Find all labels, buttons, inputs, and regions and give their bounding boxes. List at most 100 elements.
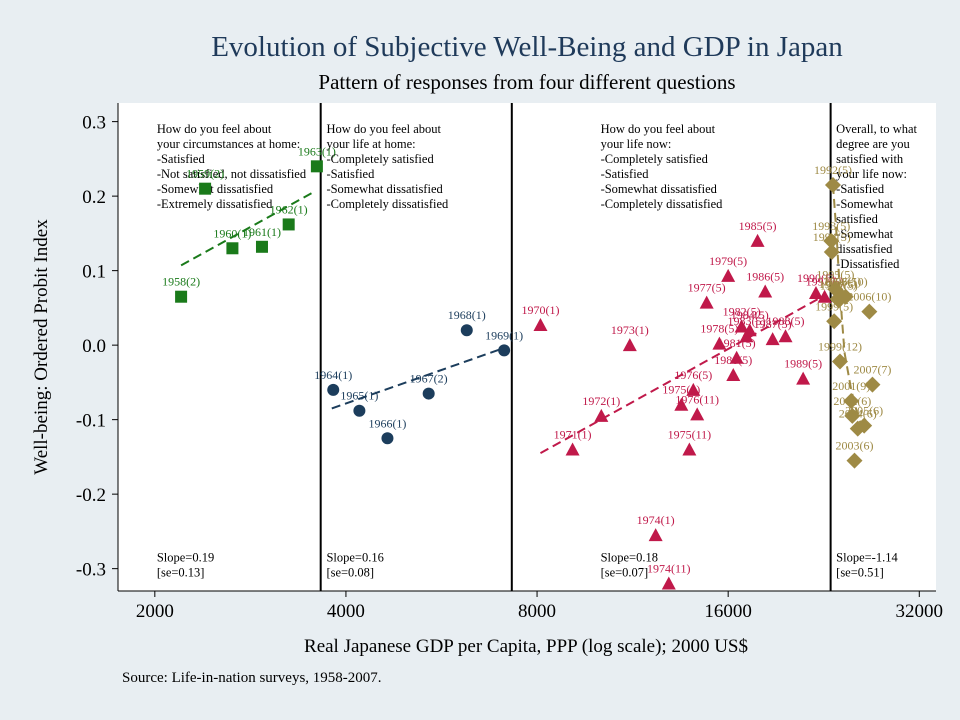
data-point-triangle <box>661 576 676 590</box>
question-text-line: -Completely dissatisfied <box>601 197 724 211</box>
question-text-line: degree are you <box>836 137 910 151</box>
question-text-line: -Somewhat <box>836 227 893 241</box>
data-point-diamond <box>856 417 873 434</box>
question-text-line: satisfied with <box>836 152 904 166</box>
question-text-line: your life at home: <box>326 137 415 151</box>
data-point-square <box>175 290 188 303</box>
data-point-label: 1970(1) <box>521 303 559 317</box>
data-point-label: 1962(1) <box>270 202 308 216</box>
source-note: Source: Life-in-nation surveys, 1958-200… <box>122 670 382 686</box>
x-axis-label: Real Japanese GDP per Capita, PPP (log s… <box>304 636 748 657</box>
data-point-triangle <box>721 268 736 282</box>
data-point-triangle <box>796 371 811 385</box>
question-text-line: -Satisfied <box>836 182 885 196</box>
question-text-line: -Extremely dissatisfied <box>157 197 273 211</box>
data-point-triangle <box>808 285 823 299</box>
data-point-label: 1983(5) <box>728 314 766 328</box>
data-point-label: 1973(1) <box>611 323 649 337</box>
data-point-label: 1993(5) <box>812 219 850 233</box>
data-point-label: 1966(1) <box>368 416 406 430</box>
plot-content: 0.3 0.2 0.1 0.0 -0.1 -0.2 -0.3 2000 4000 8000 1600… <box>76 103 943 622</box>
data-point-circle <box>327 383 340 396</box>
x-tick-label: 4000 <box>327 601 365 622</box>
data-point-triangle <box>594 408 609 422</box>
data-point-label: 1972(1) <box>582 394 620 408</box>
data-point-label: 1985(5) <box>739 219 777 233</box>
data-point-circle <box>460 324 473 337</box>
data-point-label: 1959(2) <box>186 167 224 181</box>
data-point-label: 1961(1) <box>243 225 281 239</box>
data-point-triangle <box>699 295 714 309</box>
question-text-line: -Somewhat dissatisfied <box>157 182 274 196</box>
data-point-triangle <box>533 318 548 332</box>
y-tick-label: -0.3 <box>76 560 106 581</box>
data-point-triangle <box>622 338 637 352</box>
trend-line <box>539 295 823 455</box>
question-text-line: -Somewhat <box>836 197 893 211</box>
question-text-line: -Satisfied <box>326 167 375 181</box>
data-point-label: 2005(6) <box>845 404 883 418</box>
data-point-label: 1967(2) <box>410 372 448 386</box>
data-point-label: 2006(10) <box>824 275 868 289</box>
data-point-label: 1988(5) <box>767 314 805 328</box>
data-point-label: 1971(1) <box>554 427 592 441</box>
data-point-label: 1999(5) <box>815 299 853 313</box>
data-point-square <box>226 242 239 255</box>
data-point-triangle <box>817 289 832 303</box>
data-point-label: 1974(11) <box>647 562 691 576</box>
question-text-line: -Completely satisfied <box>601 152 709 166</box>
question-text-line: How do you feel about <box>326 122 441 136</box>
question-text-line: -Not satisfied, not dissatisfied <box>157 167 307 181</box>
data-point-label: 1958(2) <box>162 275 200 289</box>
y-tick-label: -0.2 <box>76 485 106 506</box>
data-point-label: 1975(11) <box>668 427 712 441</box>
data-point-label: 2001(9) <box>832 379 870 393</box>
data-point-circle <box>498 344 511 357</box>
data-point-label: 1974(1) <box>637 513 675 527</box>
y-tick-label: 0.0 <box>82 336 106 357</box>
data-point-label: 2002(6) <box>833 394 871 408</box>
data-point-label: 1992(5) <box>814 163 852 177</box>
data-point-label: 1987(5) <box>754 317 792 331</box>
y-tick-label: 0.3 <box>82 113 106 134</box>
data-point-label: 1990(5) <box>797 271 835 285</box>
question-text-line: -Somewhat dissatisfied <box>601 182 718 196</box>
data-point-label: 1984(5) <box>731 308 769 322</box>
data-point-label: 1978(5) <box>700 322 738 336</box>
slope-label: Slope=0.19 <box>157 551 214 565</box>
data-point-square <box>255 240 268 253</box>
data-point-diamond <box>846 452 863 469</box>
question-text-line: -Dissatisfied <box>836 257 900 271</box>
y-tick-label: -0.1 <box>76 411 106 432</box>
question-text-line: your life now: <box>836 167 907 181</box>
data-point-triangle <box>674 397 689 411</box>
y-axis-label: Well-being: Ordered Probit Index <box>31 219 52 475</box>
data-point-triangle <box>726 367 741 381</box>
trend-line <box>180 191 314 267</box>
data-point-diamond <box>831 353 848 370</box>
y-tick-label: 0.1 <box>82 262 106 283</box>
data-point-diamond <box>823 244 840 261</box>
data-point-triangle <box>565 442 580 456</box>
data-point-label: 1995(5) <box>816 267 854 281</box>
data-point-label: 1964(1) <box>314 368 352 382</box>
data-point-label: 1996(5) <box>819 277 857 291</box>
data-point-label: 1968(1) <box>448 308 486 322</box>
data-point-label: 1969(1) <box>485 328 523 342</box>
x-tick-label: 8000 <box>518 601 556 622</box>
data-point-triangle <box>648 528 663 542</box>
question-text-line: How do you feel about <box>157 122 272 136</box>
data-point-circle <box>381 432 394 445</box>
trend-line <box>331 345 509 410</box>
data-point-diamond <box>824 176 841 193</box>
question-text-line: dissatisfied <box>836 242 893 256</box>
data-point-triangle <box>712 336 727 350</box>
x-tick-label: 16000 <box>704 601 752 622</box>
se-label: [se=0.08] <box>326 566 374 580</box>
trend-line <box>831 184 868 432</box>
data-point-label: 1999(12) <box>818 340 862 354</box>
se-label: [se=0.07] <box>601 566 649 580</box>
data-point-label: 2006(10) <box>847 290 891 304</box>
data-point-label: 1976(11) <box>675 392 719 406</box>
